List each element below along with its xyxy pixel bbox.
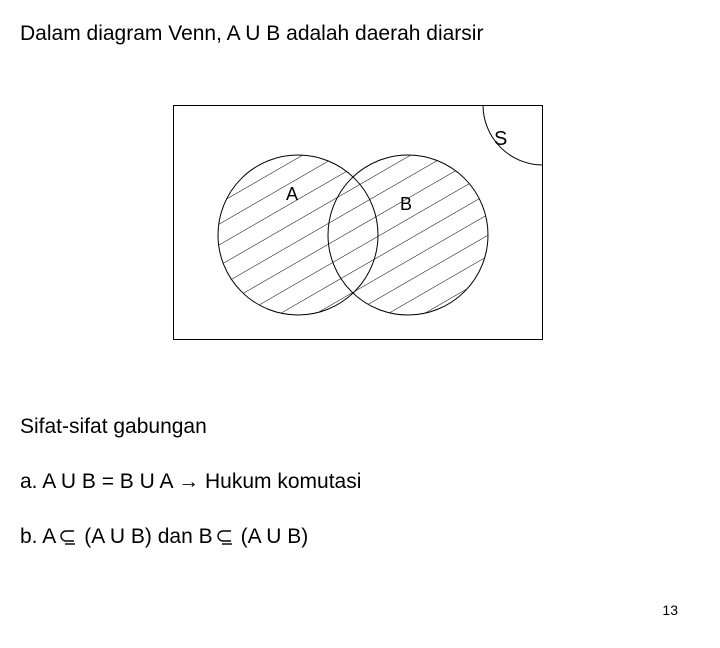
venn-diagram: S A B (173, 105, 543, 340)
subtitle: Sifat-sifat gabungan (20, 415, 207, 439)
property-b: b. A (A U B) dan B (A U B) (20, 525, 308, 549)
label-s: S (494, 128, 507, 150)
subset-icon (60, 529, 80, 545)
property-a: a. A U B = B U A → Hukum komutasi (20, 470, 361, 494)
label-b: B (400, 194, 412, 214)
prop-b-text-1: b. A (20, 525, 56, 549)
prop-b-text-3: (A U B) (241, 525, 309, 549)
prop-b-text-2: (A U B) dan B (84, 525, 212, 549)
page-number: 13 (662, 602, 678, 618)
label-a: A (286, 184, 298, 204)
subset-icon (217, 529, 237, 545)
page-title: Dalam diagram Venn, A U B adalah daerah … (20, 22, 483, 46)
